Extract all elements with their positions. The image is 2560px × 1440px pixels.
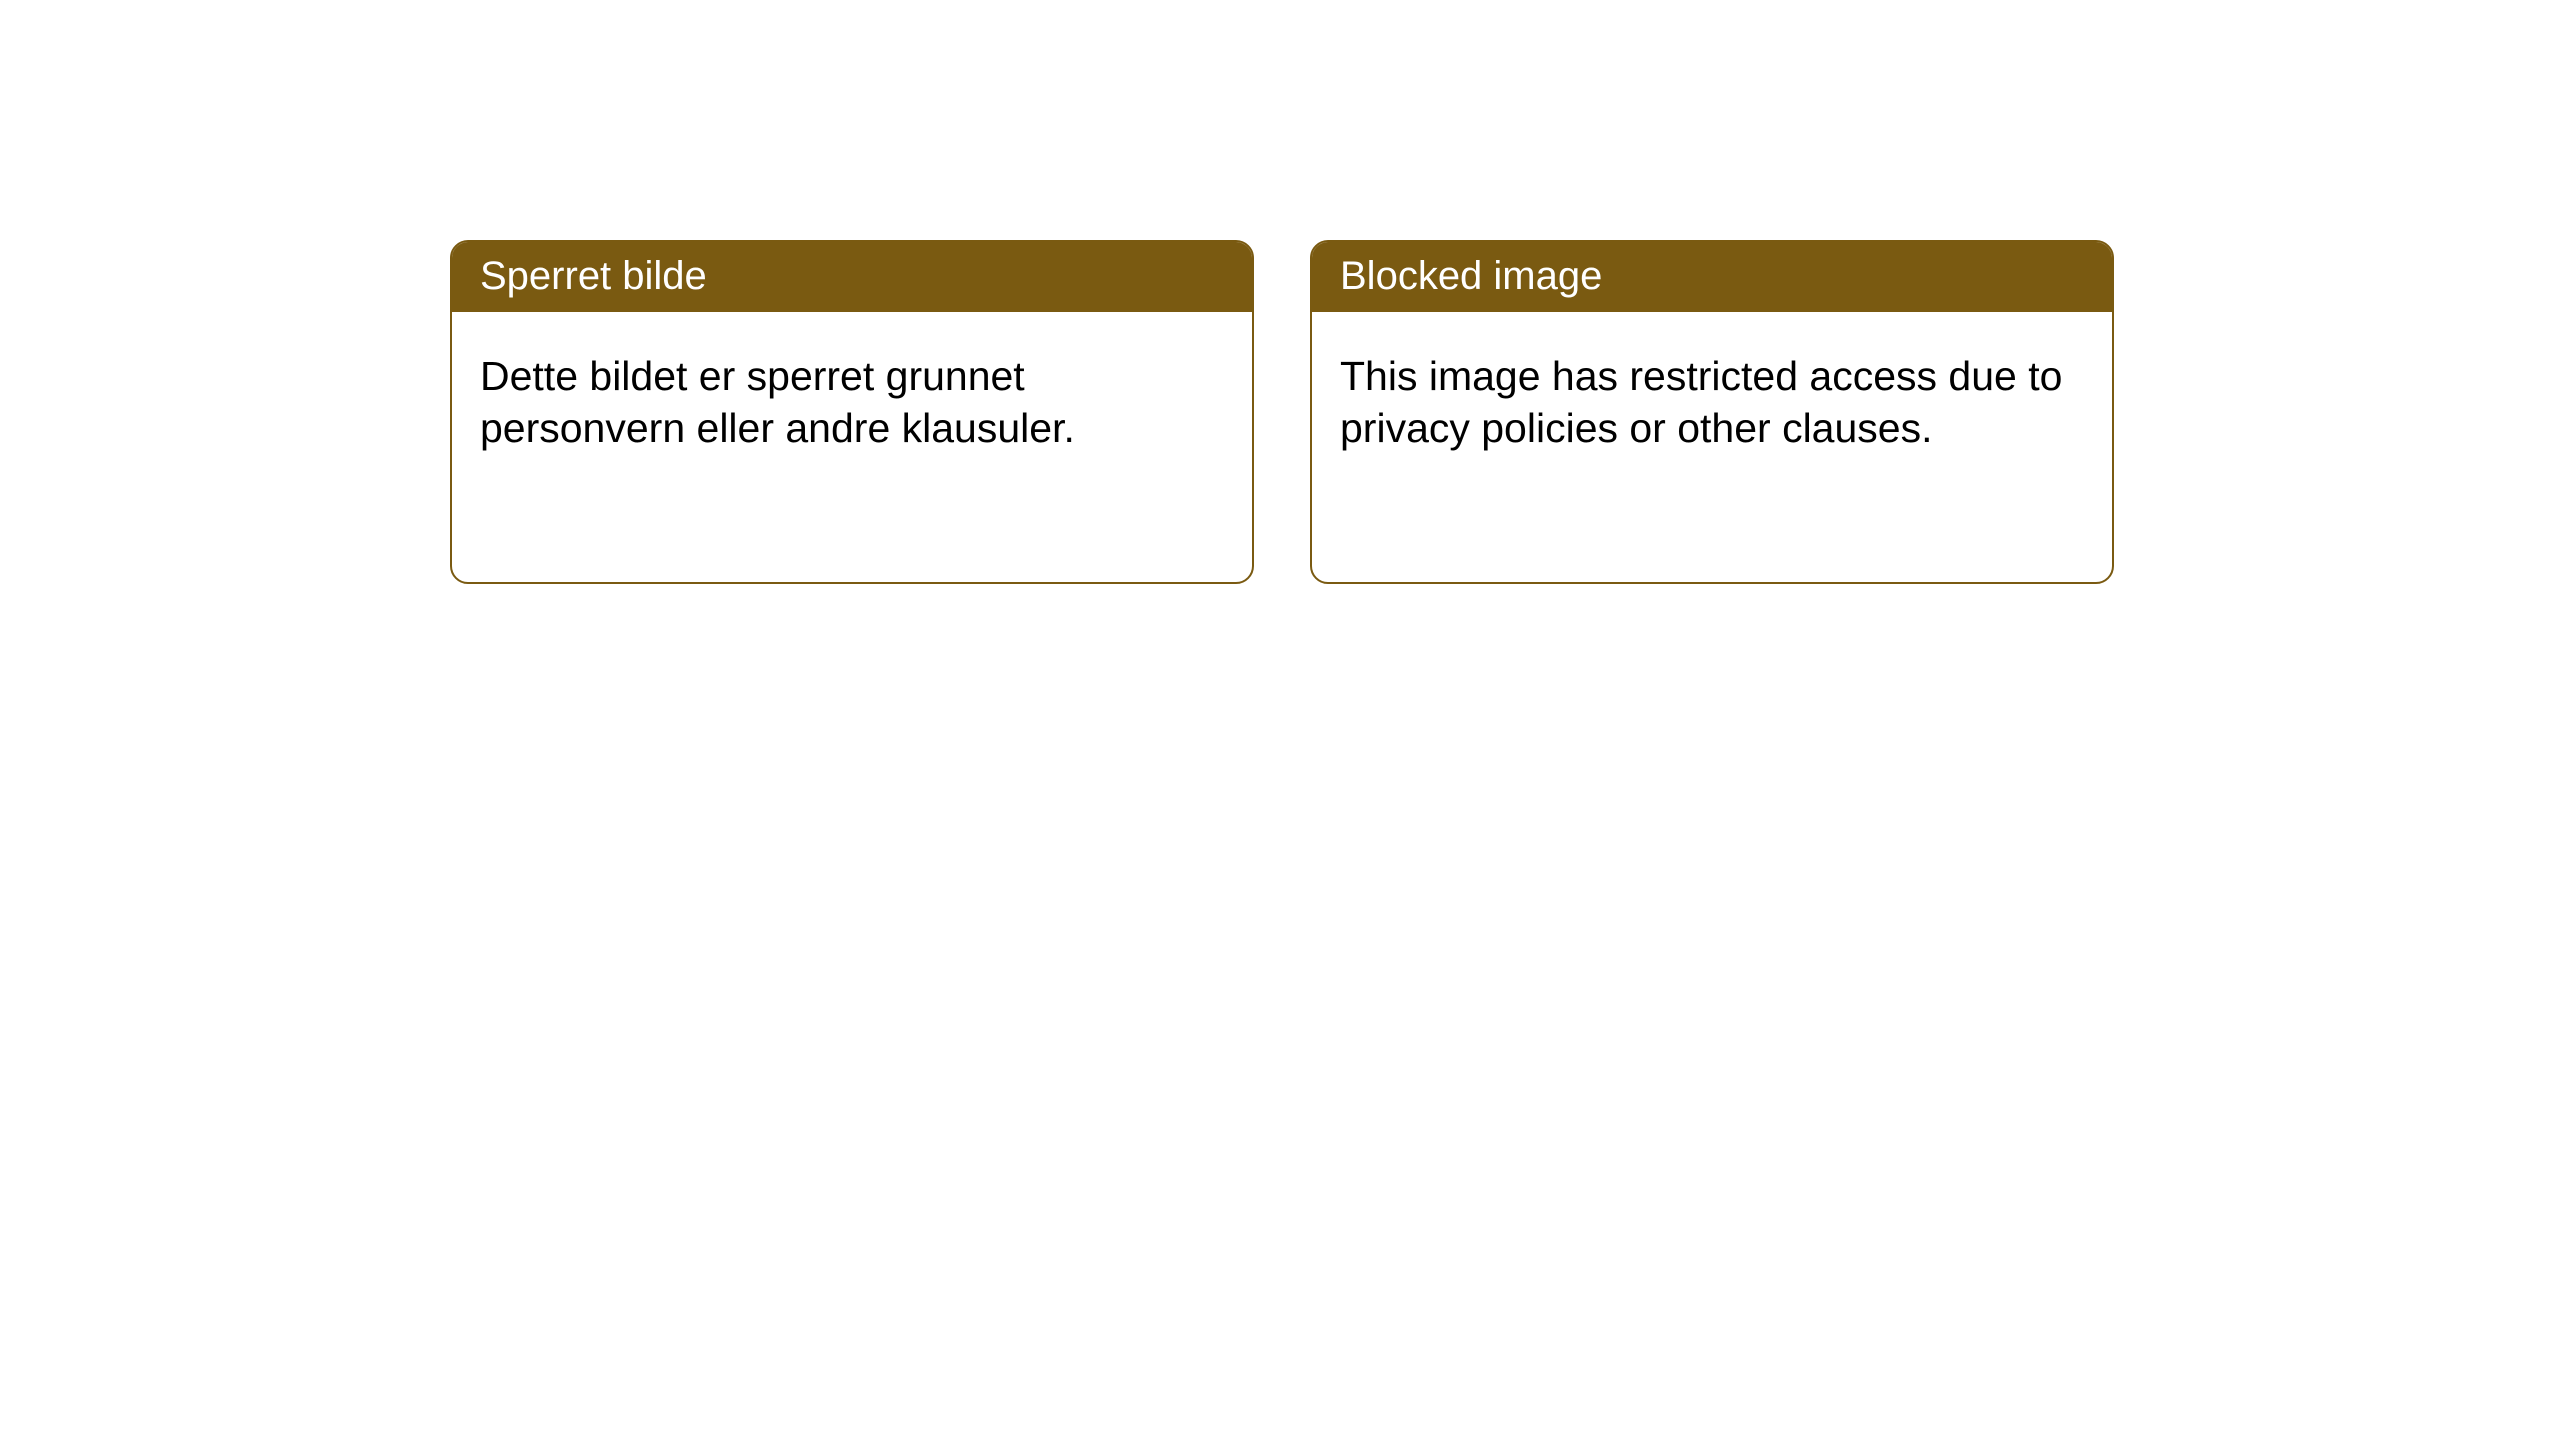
card-body-text: This image has restricted access due to … — [1340, 353, 2062, 451]
card-title: Blocked image — [1340, 254, 1602, 298]
card-body: This image has restricted access due to … — [1312, 312, 2112, 582]
notice-card-norwegian: Sperret bilde Dette bildet er sperret gr… — [450, 240, 1254, 584]
card-body: Dette bildet er sperret grunnet personve… — [452, 312, 1252, 582]
card-title: Sperret bilde — [480, 254, 707, 298]
notice-card-english: Blocked image This image has restricted … — [1310, 240, 2114, 584]
notice-container: Sperret bilde Dette bildet er sperret gr… — [0, 0, 2560, 584]
card-header: Sperret bilde — [452, 242, 1252, 312]
card-header: Blocked image — [1312, 242, 2112, 312]
card-body-text: Dette bildet er sperret grunnet personve… — [480, 353, 1075, 451]
